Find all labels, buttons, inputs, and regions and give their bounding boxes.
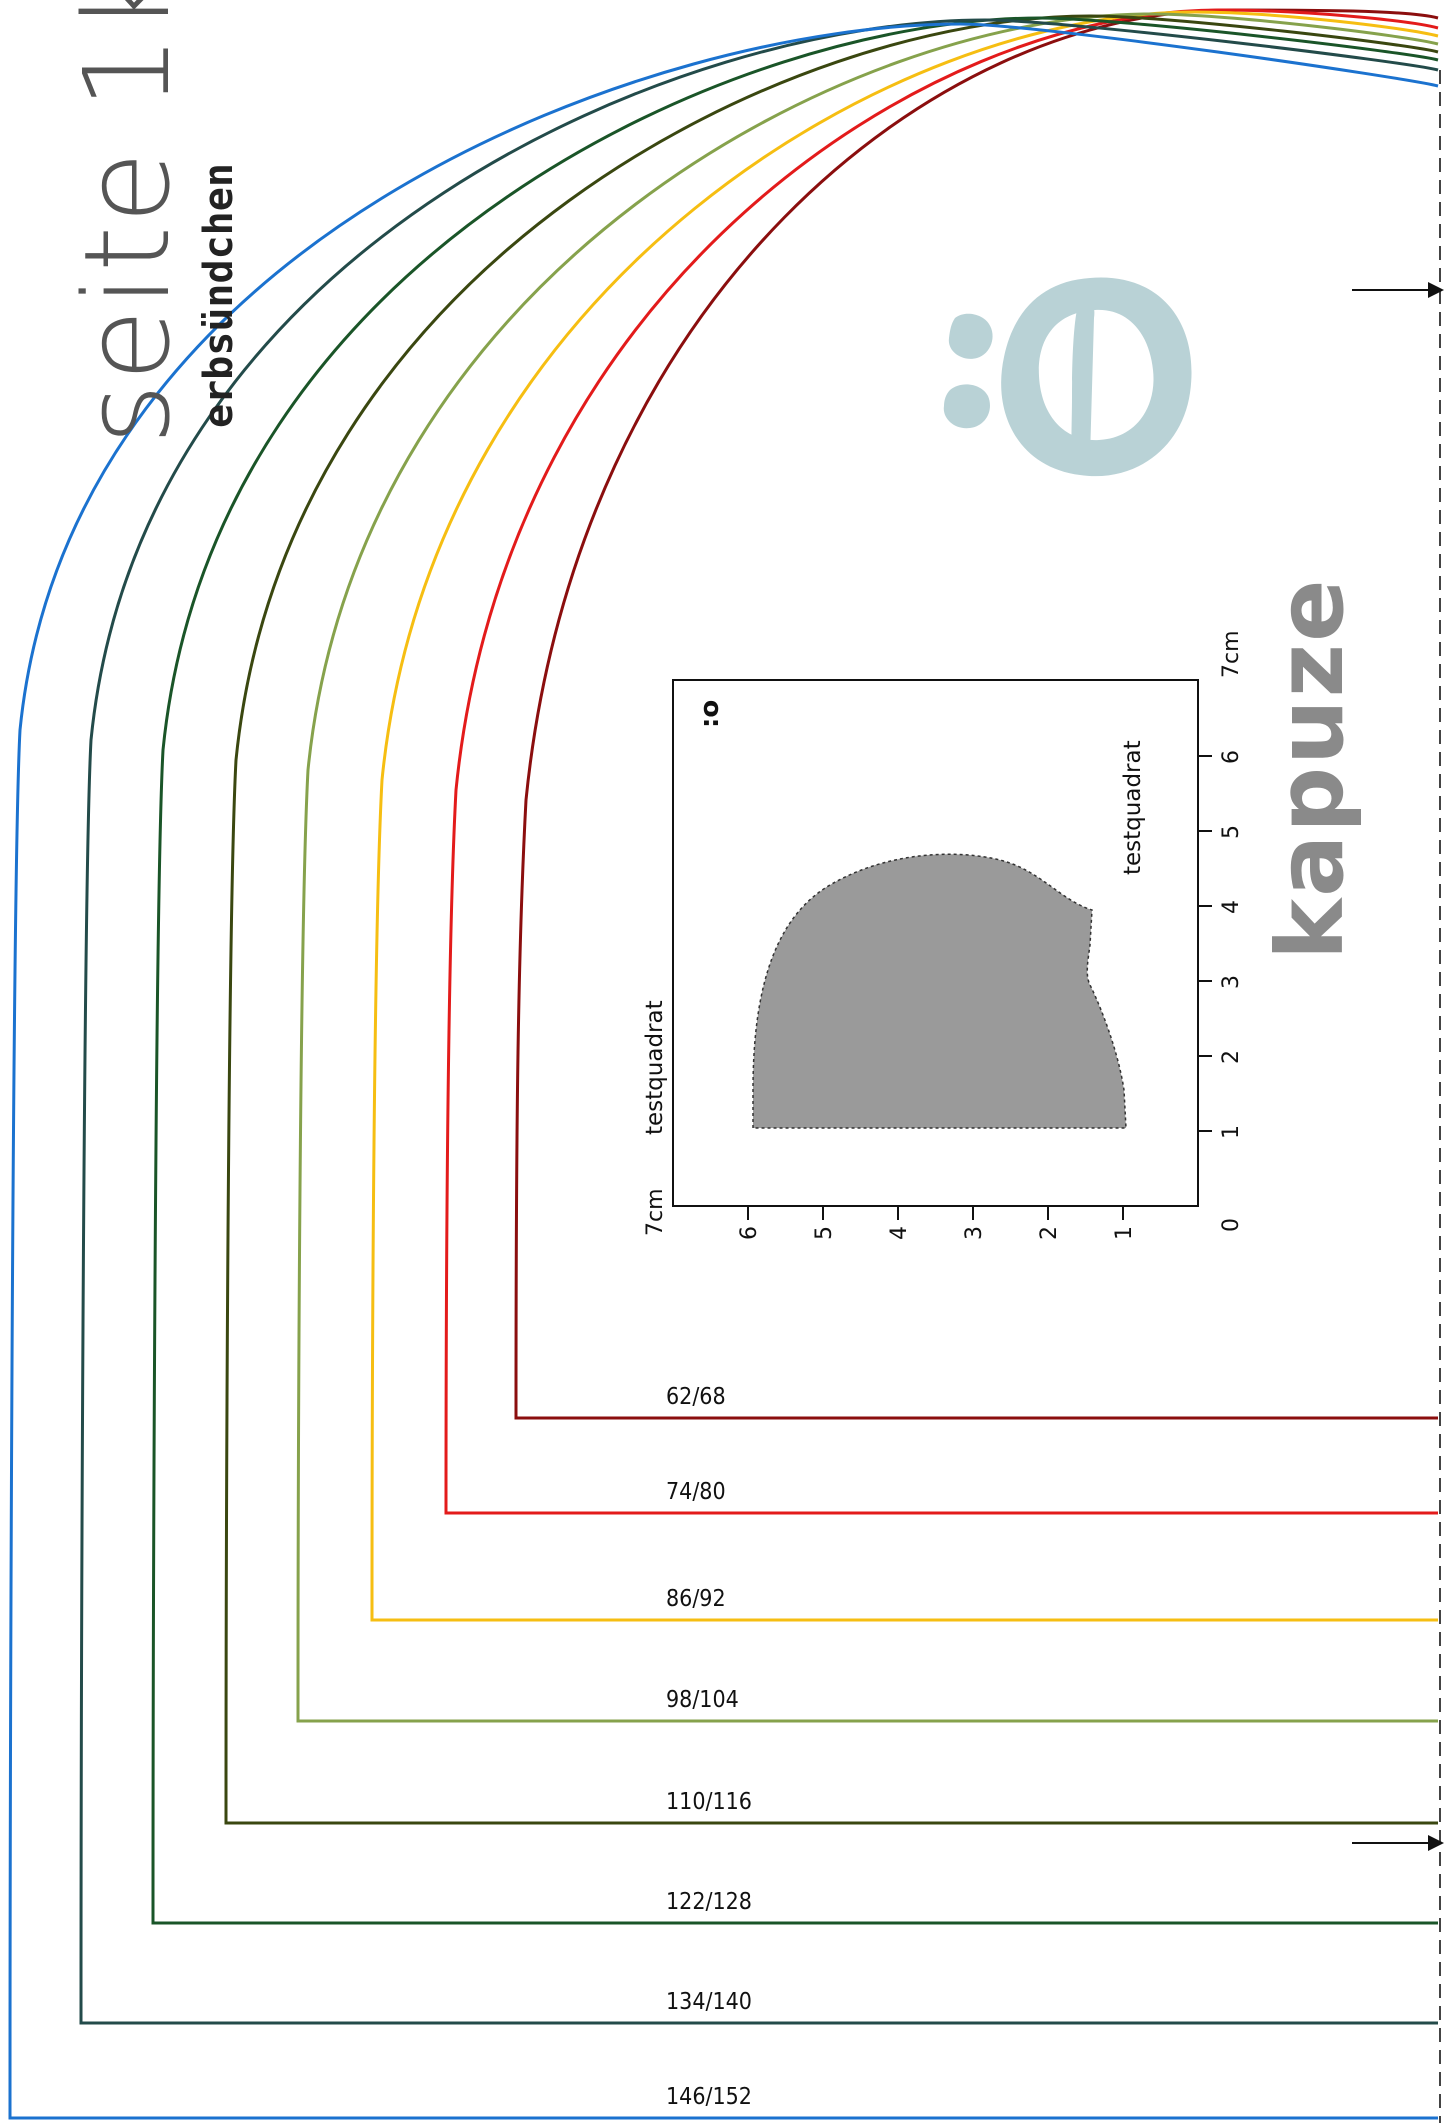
tick-right-label-3: 3 — [1219, 975, 1244, 989]
size-label-74-80: 74/80 — [666, 1479, 726, 1505]
tick-right-label-4: 4 — [1219, 900, 1244, 914]
size-line-146-152 — [8, 22, 1439, 2120]
size-label-98-104: 98/104 — [666, 1687, 739, 1713]
size-label-62-68: 62/68 — [666, 1384, 726, 1410]
size-line-110-116 — [224, 14, 1439, 1825]
size-line-86-92 — [370, 10, 1439, 1622]
test-square-label-left: testquadrat — [642, 1000, 668, 1135]
test-square-label-right: testquadrat — [1120, 740, 1146, 875]
test-square-unit-left: 7cm — [643, 1188, 668, 1236]
brand-name: erbsündchen — [196, 163, 242, 428]
size-label-134-140: 134/140 — [666, 1989, 752, 2015]
test-square-shape — [752, 853, 1127, 1129]
size-labels: 62/68 74/80 86/92 98/104 110/116 122/128 134/1… — [666, 1384, 752, 2110]
test-square-origin: 0 — [1219, 1218, 1244, 1232]
tick-bottom-label-2: 2 — [1037, 1226, 1062, 1240]
page-title: seite 1k — [58, 0, 196, 445]
tick-bottom-label-6: 6 — [737, 1226, 762, 1240]
tick-bottom-label-5: 5 — [812, 1226, 837, 1240]
tick-bottom-label-4: 4 — [887, 1226, 912, 1240]
fold-arrow-top — [1352, 282, 1444, 298]
size-line-122-128 — [151, 16, 1439, 1925]
piece-name: kapuze — [1257, 577, 1364, 960]
tick-right-label-1: 1 — [1219, 1125, 1244, 1139]
tick-bottom-label-3: 3 — [962, 1226, 987, 1240]
size-label-122-128: 122/128 — [666, 1889, 752, 1915]
size-label-86-92: 86/92 — [666, 1586, 726, 1612]
size-lines — [8, 8, 1439, 2120]
size-line-98-104 — [296, 12, 1439, 1723]
tick-bottom-label-1: 1 — [1112, 1226, 1137, 1240]
size-line-74-80 — [444, 8, 1439, 1515]
tick-right-label-6: 6 — [1219, 750, 1244, 764]
logo-icon — [943, 277, 1192, 477]
size-label-146-152: 146/152 — [666, 2084, 752, 2110]
test-square-ticks: 1 2 3 4 5 6 1 2 3 4 5 6 — [737, 750, 1244, 1240]
fold-arrow-bottom — [1352, 1835, 1444, 1851]
test-square-unit-right: 7cm — [1219, 630, 1244, 678]
size-line-134-140 — [79, 18, 1439, 2025]
size-label-110-116: 110/116 — [666, 1789, 752, 1815]
tick-right-label-5: 5 — [1219, 825, 1244, 839]
tick-right-label-2: 2 — [1219, 1050, 1244, 1064]
test-square-logo-icon: :o — [695, 700, 725, 728]
